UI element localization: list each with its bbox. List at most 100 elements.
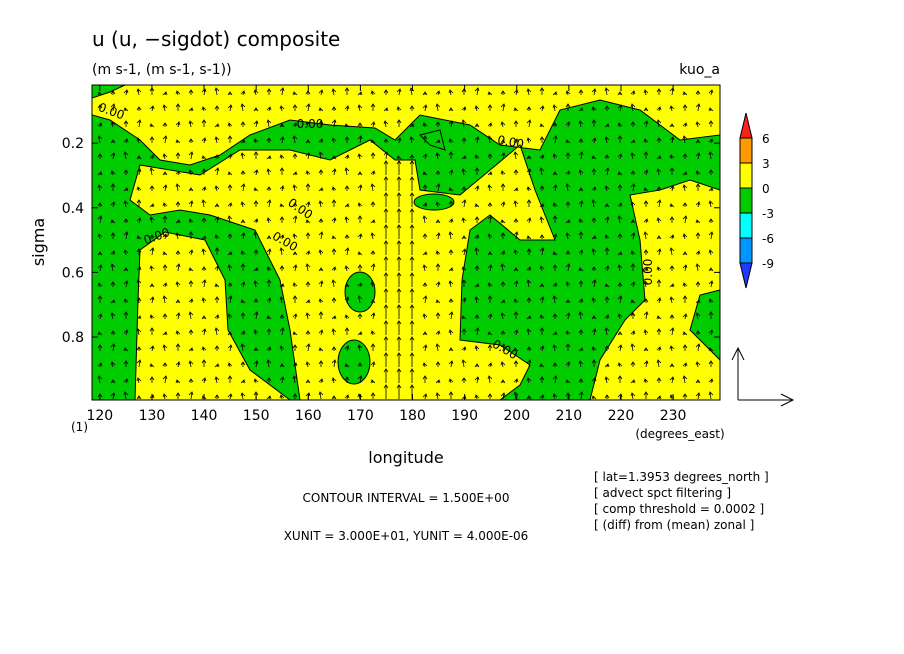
vector [149, 265, 155, 272]
vector [123, 329, 129, 336]
vector [435, 219, 441, 224]
vector [552, 104, 558, 112]
vector [344, 283, 350, 288]
vector [266, 217, 272, 224]
vector [123, 187, 129, 192]
vector [123, 311, 129, 319]
x-tick-label: 200 [503, 408, 530, 424]
vector-field [97, 87, 714, 400]
vector [383, 151, 389, 160]
vector [344, 363, 350, 368]
vector [162, 393, 168, 400]
vector [227, 104, 233, 112]
vector [526, 297, 532, 303]
vector [513, 249, 519, 256]
vector [487, 153, 493, 159]
x-tick-label: 140 [191, 408, 218, 424]
vector [539, 327, 545, 335]
vector [331, 297, 337, 303]
vector [149, 203, 155, 208]
vector [422, 344, 428, 352]
vector [422, 375, 428, 383]
vector [500, 183, 506, 191]
vector [136, 266, 142, 272]
vector [435, 312, 441, 319]
vector [201, 328, 207, 336]
vector [526, 346, 532, 351]
vector [175, 379, 181, 384]
x-tick-label: 130 [139, 408, 166, 424]
vector [253, 347, 259, 352]
vector [279, 345, 285, 352]
vector [214, 247, 220, 255]
vector [227, 122, 233, 128]
vector [331, 248, 337, 255]
vector [669, 296, 675, 304]
vector [487, 251, 493, 256]
vector [565, 183, 571, 192]
vector [162, 202, 168, 208]
vector [656, 186, 662, 191]
vector [630, 170, 636, 175]
vector [435, 361, 441, 367]
vector [240, 312, 246, 319]
vector [305, 281, 311, 287]
vector [162, 91, 168, 96]
vector [422, 295, 428, 304]
vector [435, 170, 441, 175]
vector [448, 151, 454, 159]
vector [396, 240, 402, 255]
vector [383, 384, 389, 399]
vector [565, 152, 571, 159]
vector [435, 232, 441, 240]
vector [552, 295, 558, 304]
vector [409, 176, 415, 191]
vector [513, 311, 519, 319]
vector [643, 120, 649, 128]
vector [682, 393, 688, 399]
vector [682, 91, 688, 96]
vector [97, 122, 103, 128]
vector [604, 216, 610, 224]
vector [708, 298, 714, 304]
vector [214, 345, 220, 351]
vector [448, 329, 454, 336]
vector [656, 328, 662, 335]
vector [214, 296, 220, 303]
vector [266, 155, 272, 160]
vector [344, 234, 350, 239]
vector [136, 315, 142, 320]
vector [695, 281, 701, 287]
vector [318, 231, 324, 240]
vector [110, 379, 116, 384]
vector [266, 297, 272, 304]
vector [240, 361, 246, 367]
colorbar-label: 3 [762, 157, 770, 171]
vector [630, 121, 636, 127]
vector [279, 136, 285, 144]
vector [396, 160, 402, 175]
vector [630, 139, 636, 144]
vector [617, 184, 623, 191]
vector [669, 265, 675, 271]
vector [500, 139, 506, 144]
vector [136, 155, 142, 160]
vector [487, 282, 493, 288]
vector [500, 170, 506, 176]
vector [643, 187, 649, 192]
vector [214, 314, 220, 320]
vector [604, 345, 610, 351]
vector [643, 347, 649, 352]
vector [396, 224, 402, 239]
vector [539, 247, 545, 256]
vector [123, 151, 129, 160]
vector [669, 167, 675, 175]
vector [643, 151, 649, 159]
vector [643, 378, 649, 384]
vector [175, 312, 181, 320]
vector [292, 375, 298, 384]
vector [266, 346, 272, 352]
vector [201, 297, 207, 304]
vector [331, 199, 337, 207]
x-tick-label: 120 [86, 408, 113, 424]
